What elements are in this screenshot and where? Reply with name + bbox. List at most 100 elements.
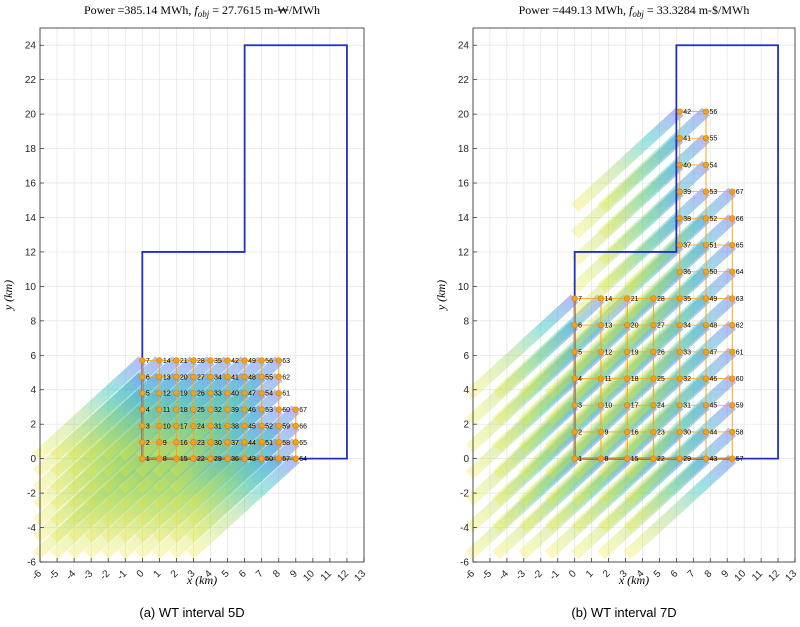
turbine-marker [173, 406, 180, 413]
turbine-marker [702, 428, 710, 436]
turbine-marker [597, 322, 605, 329]
title-prefix: Power =449.13 MWh, [519, 3, 629, 17]
y-tick-label: 8 [463, 316, 469, 327]
turbine-label: 8 [163, 456, 167, 463]
x-tick-label: 0 [135, 568, 147, 580]
turbine-marker [624, 348, 631, 355]
turbine-label: 12 [604, 349, 612, 356]
turbine-marker [207, 422, 214, 430]
turbine-label: 66 [736, 216, 744, 223]
y-tick-label: 20 [458, 110, 470, 121]
y-tick-label: 20 [25, 110, 37, 121]
y-tick-label: 14 [25, 213, 37, 224]
turbine-label: 54 [710, 162, 718, 169]
turbine-marker [275, 406, 282, 413]
turbine-label: 44 [710, 429, 718, 436]
turbine-label: 25 [657, 376, 665, 383]
turbine-marker [139, 455, 146, 462]
turbine-label: 40 [231, 391, 239, 398]
turbine-marker [190, 422, 197, 430]
turbine-marker [597, 375, 605, 382]
turbine-label: 49 [248, 358, 256, 365]
turbine-marker [676, 268, 683, 275]
turbine-marker [650, 455, 657, 462]
turbine-marker [597, 295, 605, 302]
turbine-label: 5 [146, 391, 150, 398]
turbine-marker [597, 428, 605, 436]
turbine-label: 64 [736, 269, 744, 276]
turbine-label: 55 [265, 374, 273, 381]
turbine-marker [224, 406, 231, 413]
turbine-label: 46 [710, 376, 718, 383]
y-tick-label: 12 [25, 247, 37, 258]
turbine-label: 22 [657, 456, 665, 463]
turbine-marker [224, 422, 231, 430]
wake-streak [570, 107, 684, 213]
x-tick-label: 7 [686, 568, 698, 580]
panel-caption: (a) WT interval 5D [139, 605, 244, 620]
y-tick-label: 24 [25, 41, 37, 52]
x-tick-label: 11 [750, 568, 765, 583]
turbine-label: 10 [163, 423, 171, 430]
turbine-marker [156, 439, 163, 446]
turbine-label: 57 [736, 456, 744, 463]
turbine-marker [571, 322, 578, 329]
turbine-marker [729, 241, 736, 249]
turbine-marker [624, 375, 631, 382]
turbine-label: 39 [683, 189, 691, 196]
turbine-marker [139, 439, 146, 446]
turbine-marker [571, 428, 578, 436]
y-tick-label: -4 [460, 523, 469, 534]
y-tick-label: 8 [30, 316, 36, 327]
turbine-label: 19 [180, 391, 188, 398]
x-tick-label: -2 [531, 568, 545, 582]
turbine-marker [702, 322, 710, 329]
panel-a: 1234567891011121314151617181920212223242… [1, 3, 368, 620]
turbine-marker [676, 348, 683, 355]
x-tick-label: -5 [47, 568, 61, 582]
wake-streak [597, 187, 710, 293]
turbine-label: 61 [736, 349, 744, 356]
x-tick-label: -2 [98, 568, 112, 582]
panel-caption: (b) WT interval 7D [571, 605, 676, 620]
y-axis-label: y (km) [1, 280, 15, 311]
turbine-marker [676, 135, 683, 142]
turbine-marker [729, 428, 736, 436]
turbine-label: 56 [265, 358, 273, 365]
turbine-label: 26 [197, 391, 205, 398]
turbine-marker [571, 455, 578, 462]
turbine-label: 65 [736, 243, 744, 250]
turbine-marker [650, 375, 657, 382]
turbine-label: 16 [180, 440, 188, 447]
turbine-marker [275, 357, 282, 364]
turbine-marker [624, 455, 631, 462]
panel-b: 1234567891011121314151617181920212223242… [434, 3, 799, 620]
turbine-label: 35 [683, 296, 691, 303]
turbine-label: 12 [163, 391, 171, 398]
y-tick-label: 18 [25, 144, 37, 155]
title-sub: obj [632, 9, 644, 19]
y-tick-label: 16 [25, 179, 37, 190]
wake-streak [597, 134, 710, 239]
turbine-label: 30 [683, 429, 691, 436]
y-tick-label: 0 [30, 454, 36, 465]
wake-streak [492, 294, 605, 399]
x-tick-label: 5 [220, 568, 232, 580]
turbine-marker [292, 422, 299, 430]
turbine-label: 4 [578, 376, 582, 383]
turbine-marker [702, 295, 710, 302]
turbine-label: 7 [146, 358, 150, 365]
turbine-label: 41 [683, 136, 691, 143]
turbine-label: 10 [604, 403, 612, 410]
turbine-marker [676, 161, 683, 169]
turbine-label: 45 [248, 423, 256, 430]
turbine-marker [258, 373, 265, 380]
turbine-marker [571, 295, 578, 302]
turbine-label: 28 [657, 296, 665, 303]
chart-title: Power =449.13 MWh, fobj = 33.3284 m-$/MW… [519, 3, 750, 19]
turbine-label: 58 [282, 440, 290, 447]
turbine-marker [275, 373, 282, 380]
site-boundary [141, 44, 348, 460]
turbine-label: 52 [265, 423, 273, 430]
turbine-marker [729, 322, 736, 329]
